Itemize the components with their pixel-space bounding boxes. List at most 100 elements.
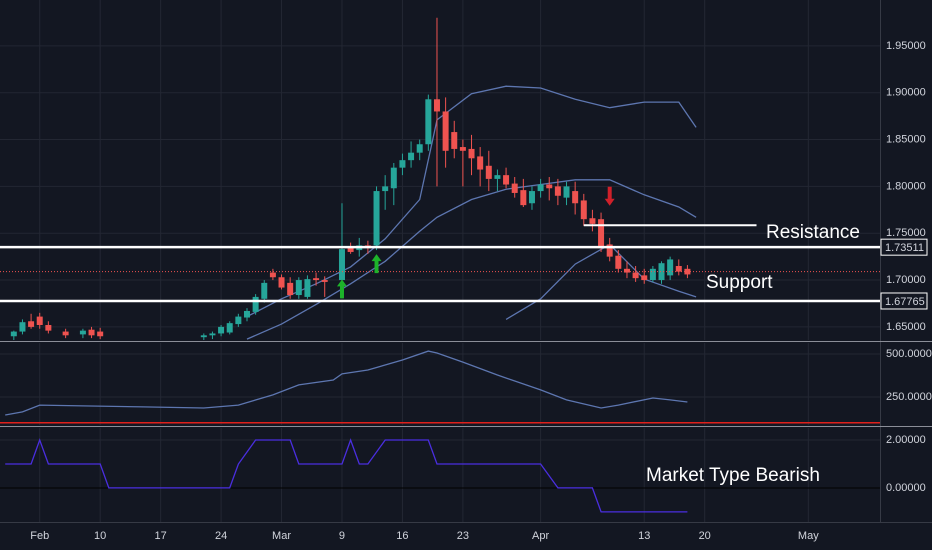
x-tick-label: Apr	[532, 530, 549, 542]
candle-body	[28, 321, 35, 327]
y-tick-label: 1.80000	[886, 180, 926, 192]
candle-body	[97, 331, 104, 337]
candle-body	[572, 191, 579, 204]
candle-body	[511, 183, 518, 193]
candle-body	[477, 156, 484, 170]
x-tick-label: Mar	[272, 530, 291, 542]
candle-body	[580, 200, 587, 220]
candle-body	[649, 268, 656, 281]
candle-body	[304, 279, 311, 297]
candle-body	[606, 244, 613, 257]
candle-body	[528, 191, 535, 204]
candle-body	[641, 275, 648, 281]
level-label: 1.67765	[885, 296, 925, 308]
candle-body	[36, 316, 43, 326]
x-tick-label: 10	[94, 530, 106, 542]
y-tick-label: 500.00000	[886, 348, 932, 360]
x-tick-label: 20	[699, 530, 711, 542]
x-tick-label: May	[798, 530, 819, 542]
candle-body	[19, 322, 26, 332]
panel	[0, 350, 880, 424]
candle-body	[503, 175, 510, 185]
candle-body	[554, 186, 561, 196]
candle-body	[338, 249, 345, 281]
candle-body	[589, 218, 596, 224]
y-tick-label: 1.95000	[886, 40, 926, 52]
annotation: Resistance	[766, 222, 860, 243]
candle-body	[321, 280, 328, 282]
candle-body	[485, 165, 492, 179]
y-tick-label: 1.85000	[886, 133, 926, 145]
candle-body	[416, 144, 423, 153]
y-tick-label: 250.00000	[886, 391, 932, 403]
candle-body	[252, 296, 259, 312]
signal-arrow	[604, 186, 615, 206]
candle-body	[459, 147, 466, 151]
candle-body	[313, 278, 320, 281]
annotation: Support	[706, 272, 773, 293]
annotation: Market Type Bearish	[646, 465, 820, 486]
candle-body	[615, 255, 622, 269]
panel	[0, 438, 880, 513]
candle-body	[218, 326, 225, 334]
candle-body	[287, 282, 294, 296]
candle-body	[425, 99, 432, 145]
y-tick-label: 1.90000	[886, 87, 926, 99]
candle-body	[667, 259, 674, 276]
candle-body	[390, 167, 397, 189]
candle-body	[563, 186, 570, 198]
candle-body	[62, 331, 69, 336]
candle-body	[45, 325, 52, 331]
indicator-line	[5, 438, 688, 513]
candle-body	[200, 335, 207, 338]
band-upper	[246, 85, 697, 318]
indicator-line	[5, 350, 688, 416]
x-tick-label: 23	[457, 530, 469, 542]
candle-body	[88, 329, 95, 336]
y-tick-label: 1.70000	[886, 274, 926, 286]
y-tick-label: 1.75000	[886, 227, 926, 239]
candle-body	[235, 316, 242, 325]
panel	[0, 17, 880, 340]
signal-arrow	[371, 254, 382, 274]
candle-body	[261, 282, 268, 299]
candle-body	[373, 191, 380, 246]
candle-body	[269, 272, 276, 278]
signal-arrow	[336, 279, 347, 299]
candle-body	[442, 111, 449, 151]
candle-body	[537, 184, 544, 192]
candle-body	[520, 190, 527, 206]
y-tick-label: 1.65000	[886, 321, 926, 333]
candle-body	[451, 132, 458, 149]
candle-body	[632, 272, 639, 279]
x-tick-label: 9	[339, 530, 345, 542]
x-tick-label: 13	[638, 530, 650, 542]
level-label-box	[880, 238, 928, 256]
candle-body	[382, 186, 389, 192]
candle-body	[278, 277, 285, 288]
y-tick-label: 0.00000	[886, 482, 926, 494]
level-label-box	[880, 292, 928, 310]
candle-body	[623, 268, 630, 273]
x-tick-label: 16	[396, 530, 408, 542]
candle-body	[226, 323, 233, 333]
level-label: 1.73511	[885, 242, 924, 254]
x-tick-label: 17	[155, 530, 167, 542]
candle-body	[347, 247, 354, 252]
candle-body	[675, 266, 682, 272]
candle-body	[408, 152, 415, 161]
x-tick-label: 24	[215, 530, 227, 542]
candle-body	[209, 333, 216, 336]
candle-body	[79, 330, 86, 335]
candle-body	[546, 184, 553, 189]
band-middle	[246, 179, 697, 340]
candle-body	[10, 331, 17, 337]
candle-body	[658, 263, 665, 281]
candle-body	[433, 99, 440, 112]
candle-body	[243, 310, 250, 318]
candle-body	[295, 280, 302, 296]
candle-body	[399, 160, 406, 168]
x-tick-label: Feb	[30, 530, 49, 542]
